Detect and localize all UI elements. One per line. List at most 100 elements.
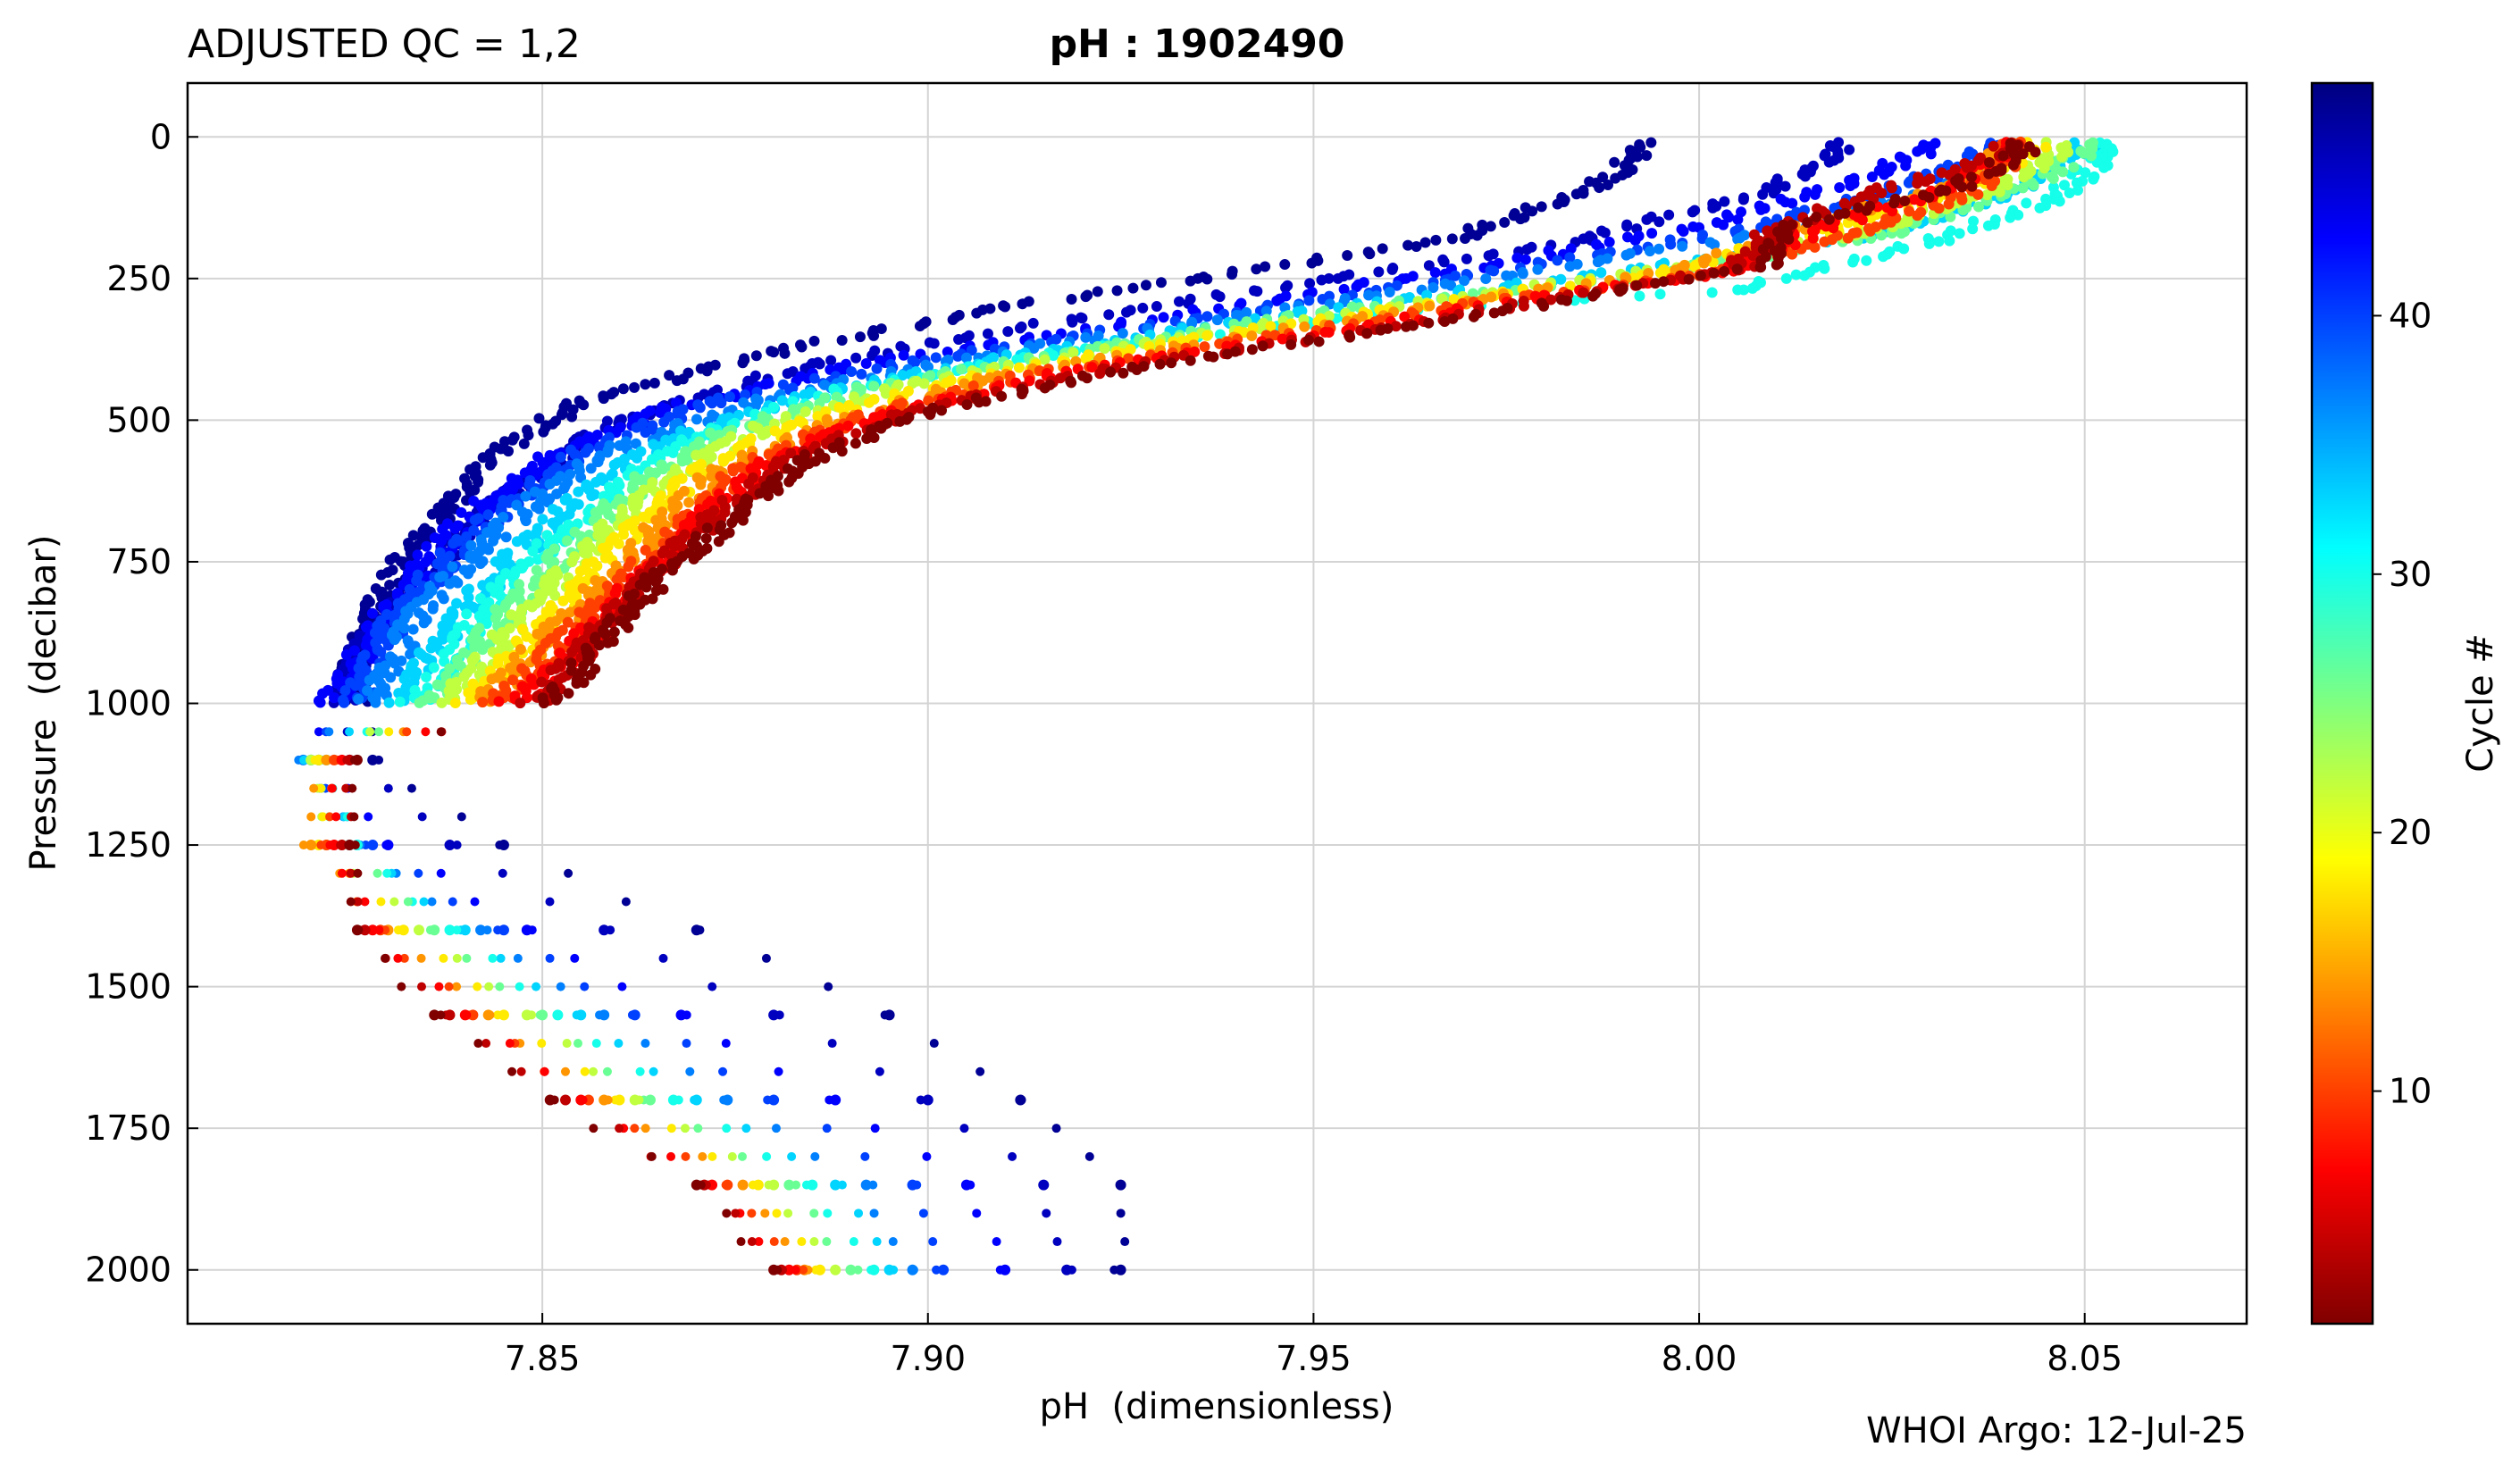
data-point [418, 617, 430, 629]
x-tick-label: 8.05 [2047, 1339, 2122, 1378]
data-point [1878, 219, 1889, 230]
data-point [473, 1039, 483, 1049]
data-point [748, 1180, 758, 1190]
data-point [811, 1265, 821, 1275]
data-point [341, 783, 351, 793]
data-point [617, 982, 627, 991]
data-point [843, 399, 855, 411]
data-point [649, 1066, 658, 1076]
data-point [393, 953, 403, 963]
data-point [436, 727, 446, 737]
data-point [456, 506, 467, 518]
data-point [1488, 265, 1500, 277]
data-point [1709, 239, 1720, 251]
data-point [773, 1265, 783, 1275]
data-point [1687, 221, 1699, 232]
data-point [346, 868, 356, 878]
data-point [350, 841, 360, 850]
data-point [992, 1237, 1001, 1247]
data-point [538, 426, 549, 438]
data-point [1708, 267, 1720, 279]
data-point [922, 1151, 932, 1161]
data-point [507, 1066, 517, 1076]
data-point [553, 673, 565, 685]
data-point [2030, 146, 2041, 158]
data-point [822, 1124, 832, 1133]
data-point [493, 1010, 503, 1020]
data-point [447, 561, 458, 573]
data-point [754, 1237, 764, 1247]
data-point [1663, 209, 1675, 221]
data-point [1967, 223, 1979, 235]
data-point [1912, 178, 1923, 189]
data-point [348, 645, 360, 657]
data-point [1407, 271, 1419, 282]
data-point [1972, 188, 1984, 200]
data-point [1620, 249, 1632, 261]
data-point [868, 330, 880, 341]
data-point [787, 396, 799, 407]
data-point [325, 812, 335, 822]
data-point [2054, 196, 2065, 207]
data-point [707, 1151, 717, 1161]
data-point [2056, 151, 2068, 163]
data-point [868, 1180, 878, 1190]
data-point [413, 539, 424, 551]
data-point [737, 357, 749, 369]
series-32 [310, 137, 2052, 1275]
qc-label: ADJUSTED QC = 1,2 [188, 21, 581, 67]
data-point [1706, 287, 1718, 298]
data-point [1467, 288, 1478, 299]
data-point [374, 727, 384, 737]
data-point [872, 1237, 882, 1247]
data-point [747, 1209, 757, 1218]
data-point [462, 953, 472, 963]
data-point [566, 647, 578, 658]
data-point [560, 1095, 570, 1105]
data-point [598, 393, 609, 405]
data-point [1105, 366, 1117, 378]
data-point [448, 897, 457, 907]
data-point [780, 1237, 790, 1247]
data-point [538, 698, 549, 709]
data-point [465, 486, 476, 498]
data-point [982, 328, 993, 339]
data-point [738, 1180, 748, 1190]
data-point [1027, 317, 1039, 329]
data-point [518, 438, 530, 449]
data-point [337, 868, 347, 878]
data-point [1811, 211, 1822, 222]
data-point [469, 514, 481, 526]
data-point [349, 755, 359, 765]
data-point [1834, 181, 1846, 193]
data-point [1552, 198, 1563, 210]
data-point [689, 441, 700, 453]
data-point [1421, 289, 1433, 301]
data-point [353, 897, 363, 907]
data-point [769, 1237, 779, 1247]
data-point [537, 456, 548, 468]
data-point [623, 611, 634, 623]
data-point [569, 526, 581, 538]
data-point [563, 688, 574, 699]
data-point [824, 982, 833, 991]
data-point [1257, 340, 1268, 352]
data-point [1154, 358, 1166, 370]
data-point [700, 532, 712, 544]
data-point [783, 1179, 795, 1191]
data-point [760, 1209, 770, 1218]
data-point [685, 464, 697, 475]
data-point [1592, 256, 1603, 268]
data-point [578, 1095, 588, 1105]
data-point [695, 925, 705, 935]
data-point [782, 368, 793, 380]
data-point [908, 1265, 918, 1275]
data-point [809, 1237, 819, 1247]
data-point [1511, 252, 1523, 263]
data-point [666, 565, 678, 576]
data-point [461, 531, 473, 542]
data-point [785, 447, 797, 459]
data-point [1912, 210, 1923, 222]
data-point [967, 380, 979, 391]
x-tick-label: 8.00 [1662, 1339, 1737, 1378]
